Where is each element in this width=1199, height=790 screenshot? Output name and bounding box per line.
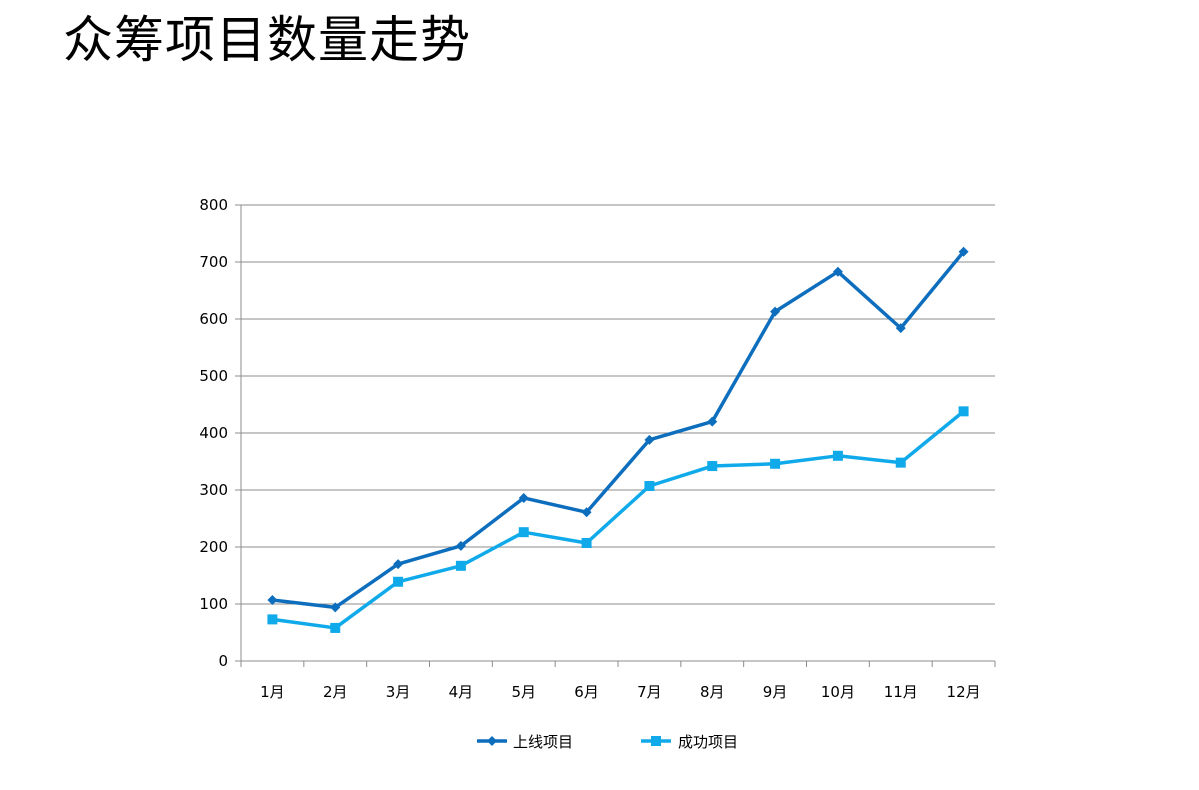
x-tick-label: 4月 <box>449 683 474 701</box>
axes <box>235 204 996 667</box>
data-point <box>267 595 278 606</box>
series-lines <box>267 246 969 633</box>
y-tick-label: 800 <box>199 196 228 214</box>
y-tick-label: 100 <box>199 595 228 613</box>
data-point <box>393 576 404 587</box>
x-tick-label: 7月 <box>637 683 662 701</box>
x-tick-label: 6月 <box>574 683 599 701</box>
x-tick-label: 10月 <box>821 683 855 701</box>
legend-label: 上线项目 <box>513 733 573 751</box>
x-tick-label: 12月 <box>947 683 981 701</box>
data-point <box>707 461 718 472</box>
legend-label: 成功项目 <box>678 733 738 751</box>
data-point <box>393 559 404 570</box>
data-point <box>707 416 718 427</box>
legend: 上线项目 成功项目 <box>477 733 738 751</box>
x-tick-label: 2月 <box>323 683 348 701</box>
data-point <box>958 406 969 417</box>
x-tick-label: 11月 <box>884 683 918 701</box>
series-2 <box>267 406 969 633</box>
data-point <box>455 540 466 551</box>
data-point <box>330 602 341 613</box>
y-tick-label: 600 <box>199 310 228 328</box>
x-tick-label: 5月 <box>511 683 536 701</box>
data-point <box>895 323 906 334</box>
legend-item-1: 上线项目 <box>477 733 573 751</box>
data-point <box>644 481 655 492</box>
y-tick-label: 300 <box>199 481 228 499</box>
data-point <box>330 622 341 633</box>
data-point <box>770 458 781 469</box>
series-line <box>270 409 966 630</box>
data-point <box>581 507 592 518</box>
grid-lines <box>241 204 995 605</box>
series-1 <box>267 246 969 613</box>
data-point <box>958 246 969 257</box>
data-point <box>455 560 466 571</box>
data-point <box>770 306 781 317</box>
x-tick-label: 8月 <box>700 683 725 701</box>
page-title: 众筹项目数量走势 <box>63 11 471 69</box>
x-tick-label: 1月 <box>260 683 285 701</box>
y-tick-label: 700 <box>199 253 228 271</box>
y-axis-tick-labels: 0 100 200 300 400 500 600 700 800 <box>199 196 228 670</box>
y-tick-label: 500 <box>199 367 228 385</box>
data-point <box>518 527 529 538</box>
data-point <box>895 457 906 468</box>
data-point <box>267 614 278 625</box>
y-tick-label: 200 <box>199 538 228 556</box>
legend-marker <box>487 736 497 746</box>
y-tick-label: 0 <box>218 652 228 670</box>
legend-item-2: 成功项目 <box>641 733 738 751</box>
y-tick-label: 400 <box>199 424 228 442</box>
legend-marker <box>651 736 661 746</box>
data-point <box>644 434 655 445</box>
data-point <box>832 450 843 461</box>
data-point <box>832 266 843 277</box>
x-axis-tick-labels: 1月 2月 3月 4月 5月 6月 7月 8月 9月 10月 11月 12月 <box>260 683 980 701</box>
data-point <box>518 492 529 503</box>
series-line <box>270 249 966 610</box>
x-tick-label: 9月 <box>763 683 788 701</box>
x-tick-label: 3月 <box>386 683 411 701</box>
data-point <box>581 538 592 549</box>
